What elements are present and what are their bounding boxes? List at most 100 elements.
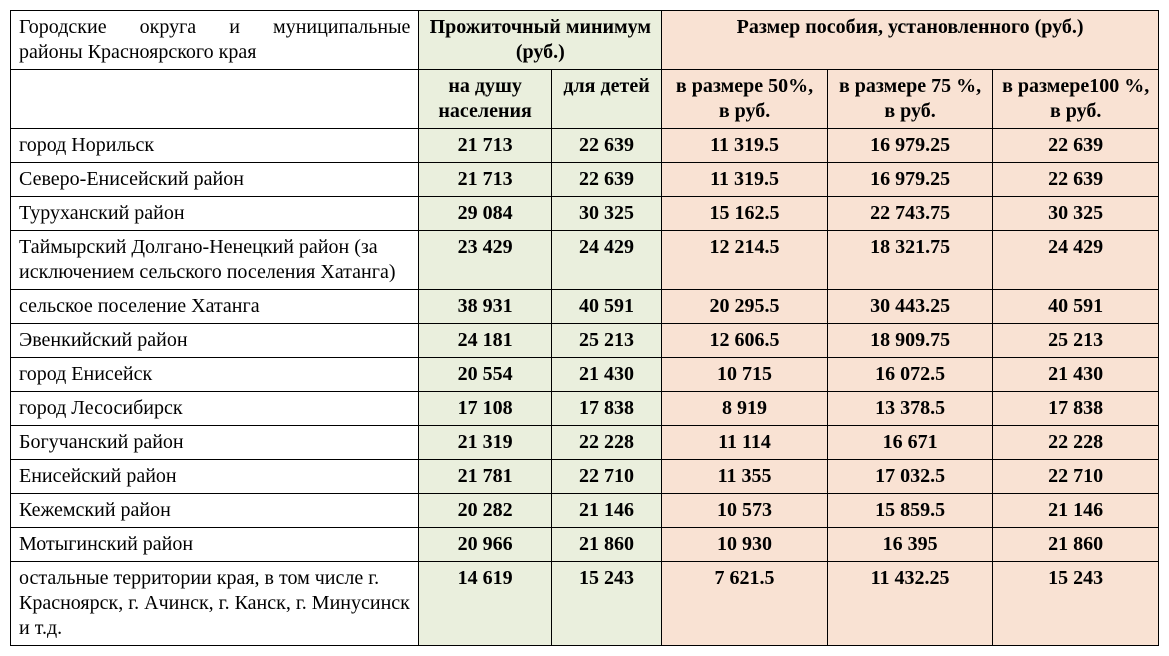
cell-benefit-75: 18 321.75 xyxy=(827,231,993,290)
cell-benefit-50: 10 715 xyxy=(662,358,828,392)
cell-name: Туруханский район xyxy=(11,197,419,231)
header-sub-b3: в размере100 %, в руб. xyxy=(993,70,1159,129)
header-sub-blank xyxy=(11,70,419,129)
table-row: город Енисейск20 55421 43010 71516 072.5… xyxy=(11,358,1159,392)
cell-benefit-100: 21 430 xyxy=(993,358,1159,392)
cell-min-children: 15 243 xyxy=(551,562,661,646)
cell-min-children: 21 430 xyxy=(551,358,661,392)
cell-benefit-75: 16 979.25 xyxy=(827,129,993,163)
table-row: Туруханский район29 08430 32515 162.522 … xyxy=(11,197,1159,231)
table-row: остальные территории края, в том числе г… xyxy=(11,562,1159,646)
cell-name: город Норильск xyxy=(11,129,419,163)
header-sub-b2: в размере 75 %, в руб. xyxy=(827,70,993,129)
table-row: Кежемский район20 28221 14610 57315 859.… xyxy=(11,494,1159,528)
cell-benefit-75: 22 743.75 xyxy=(827,197,993,231)
cell-benefit-50: 8 919 xyxy=(662,392,828,426)
cell-benefit-100: 15 243 xyxy=(993,562,1159,646)
cell-benefit-75: 16 072.5 xyxy=(827,358,993,392)
cell-min-per-capita: 38 931 xyxy=(419,290,551,324)
cell-benefit-75: 17 032.5 xyxy=(827,460,993,494)
header-name-line1: Городские округа и муниципальные xyxy=(19,15,410,40)
cell-benefit-50: 11 319.5 xyxy=(662,129,828,163)
cell-benefit-50: 12 214.5 xyxy=(662,231,828,290)
cell-name: Северо-Енисейский район xyxy=(11,163,419,197)
table-row: Енисейский район21 78122 71011 35517 032… xyxy=(11,460,1159,494)
cell-benefit-75: 15 859.5 xyxy=(827,494,993,528)
cell-min-per-capita: 21 713 xyxy=(419,129,551,163)
cell-name: город Енисейск xyxy=(11,358,419,392)
table-row: сельское поселение Хатанга38 93140 59120… xyxy=(11,290,1159,324)
cell-min-per-capita: 14 619 xyxy=(419,562,551,646)
cell-benefit-50: 11 319.5 xyxy=(662,163,828,197)
header-benefit: Размер пособия, установленного (руб.) xyxy=(662,11,1159,70)
table-row: Северо-Енисейский район21 713 22 639 11 31… xyxy=(11,163,1159,197)
table-body: город Норильск21 71322 63911 319.516 979… xyxy=(11,129,1159,646)
cell-benefit-50: 11 355 xyxy=(662,460,828,494)
table-row: Мотыгинский район20 96621 86010 93016 39… xyxy=(11,528,1159,562)
cell-min-per-capita: 21 713 xyxy=(419,163,551,197)
cell-benefit-100: 30 325 xyxy=(993,197,1159,231)
cell-name: Кежемский район xyxy=(11,494,419,528)
cell-min-per-capita: 29 084 xyxy=(419,197,551,231)
table-row: Таймырский Долгано-Ненецкий район (за ис… xyxy=(11,231,1159,290)
cell-name: Таймырский Долгано-Ненецкий район (за ис… xyxy=(11,231,419,290)
cell-min-per-capita: 23 429 xyxy=(419,231,551,290)
cell-benefit-75: 16 395 xyxy=(827,528,993,562)
cell-min-children: 25 213 xyxy=(551,324,661,358)
cell-min-children: 24 429 xyxy=(551,231,661,290)
table-row: Богучанский район21 31922 22811 11416 67… xyxy=(11,426,1159,460)
cell-benefit-100: 17 838 xyxy=(993,392,1159,426)
header-name: Городские округа и муниципальные районы … xyxy=(11,11,419,70)
cell-min-children: 22 228 xyxy=(551,426,661,460)
header-name-line2: районы Красноярского края xyxy=(19,40,410,65)
cell-benefit-75: 11 432.25 xyxy=(827,562,993,646)
cell-benefit-100: 24 429 xyxy=(993,231,1159,290)
cell-name: Эвенкийский район xyxy=(11,324,419,358)
header-sub-min2: для детей xyxy=(551,70,661,129)
benefits-table: Городские округа и муниципальные районы … xyxy=(10,10,1159,646)
cell-benefit-50: 10 573 xyxy=(662,494,828,528)
cell-min-children: 22 710 xyxy=(551,460,661,494)
cell-benefit-75: 30 443.25 xyxy=(827,290,993,324)
cell-benefit-100: 22 710 xyxy=(993,460,1159,494)
cell-benefit-75: 13 378.5 xyxy=(827,392,993,426)
cell-benefit-100: 21 860 xyxy=(993,528,1159,562)
cell-min-children: 17 838 xyxy=(551,392,661,426)
table-row: Эвенкийский район24 18125 21312 606.518 … xyxy=(11,324,1159,358)
header-sub-min1: на душу населения xyxy=(419,70,551,129)
cell-benefit-75: 16 979.25 xyxy=(827,163,993,197)
cell-min-per-capita: 21 319 xyxy=(419,426,551,460)
cell-name: Енисейский район xyxy=(11,460,419,494)
cell-benefit-75: 16 671 xyxy=(827,426,993,460)
cell-benefit-50: 20 295.5 xyxy=(662,290,828,324)
cell-benefit-100: 40 591 xyxy=(993,290,1159,324)
cell-benefit-100: 25 213 xyxy=(993,324,1159,358)
table-row: город Норильск21 71322 63911 319.516 979… xyxy=(11,129,1159,163)
cell-name: Богучанский район xyxy=(11,426,419,460)
header-sub-b1: в размере 50%, в руб. xyxy=(662,70,828,129)
cell-min-per-capita: 20 554 xyxy=(419,358,551,392)
cell-benefit-100: 22 639 xyxy=(993,163,1159,197)
cell-min-children: 40 591 xyxy=(551,290,661,324)
cell-min-children: 21 860 xyxy=(551,528,661,562)
cell-benefit-50: 11 114 xyxy=(662,426,828,460)
cell-min-per-capita: 20 282 xyxy=(419,494,551,528)
cell-min-children: 22 639 xyxy=(551,129,661,163)
header-row-2: на душу населения для детей в размере 50… xyxy=(11,70,1159,129)
cell-benefit-50: 7 621.5 xyxy=(662,562,828,646)
cell-min-per-capita: 21 781 xyxy=(419,460,551,494)
cell-min-per-capita: 24 181 xyxy=(419,324,551,358)
cell-benefit-50: 10 930 xyxy=(662,528,828,562)
cell-benefit-100: 21 146 xyxy=(993,494,1159,528)
cell-name: Мотыгинский район xyxy=(11,528,419,562)
cell-benefit-100: 22 639 xyxy=(993,129,1159,163)
cell-benefit-50: 15 162.5 xyxy=(662,197,828,231)
header-minimum: Прожиточный минимум (руб.) xyxy=(419,11,662,70)
cell-name: город Лесосибирск xyxy=(11,392,419,426)
cell-benefit-100: 22 228 xyxy=(993,426,1159,460)
cell-min-children: 30 325 xyxy=(551,197,661,231)
cell-benefit-50: 12 606.5 xyxy=(662,324,828,358)
cell-name: остальные территории края, в том числе г… xyxy=(11,562,419,646)
cell-name: сельское поселение Хатанга xyxy=(11,290,419,324)
cell-min-children: 21 146 xyxy=(551,494,661,528)
